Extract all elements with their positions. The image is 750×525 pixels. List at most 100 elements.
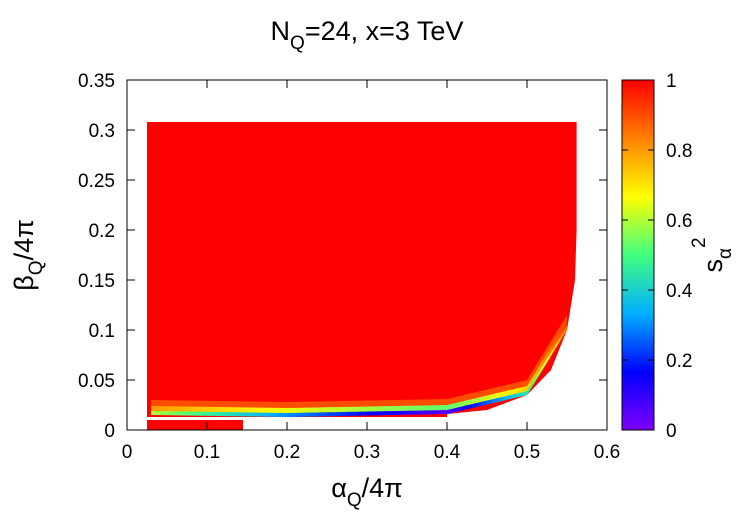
- heatmap-band-cell: [554, 336, 557, 347]
- heatmap-band-cell: [507, 383, 512, 391]
- x-axis: 0 0.1 0.2 0.3 0.4 0.5 0.6: [122, 80, 620, 463]
- heatmap-band-cell: [193, 405, 202, 412]
- x-tick-label: 0: [122, 442, 133, 463]
- heatmap-band-cell: [487, 388, 492, 396]
- heatmap-band-cell: [417, 404, 427, 411]
- heatmap-band-cell: [564, 320, 567, 331]
- heatmap-band-cell: [542, 356, 545, 367]
- heatmap-band-cell: [559, 323, 562, 334]
- heatmap-band-cell: [549, 344, 552, 355]
- heatmap-band-cell: [185, 400, 194, 407]
- heatmap-band-cell: [542, 351, 545, 362]
- x-tick-label: 0.1: [194, 442, 220, 463]
- heatmap-band-cell: [287, 406, 297, 413]
- heatmap-band-cell: [337, 405, 347, 413]
- heatmap-band-cell: [539, 360, 542, 371]
- colorbar-tick-label: 1: [666, 71, 677, 92]
- chart-title: NQ=24, x=3 TeV: [271, 16, 464, 54]
- heatmap-band-cell: [270, 406, 279, 413]
- heatmap-band-cell: [532, 367, 535, 378]
- y-tick-label: 0.2: [89, 221, 115, 242]
- heatmap-band-cell: [367, 400, 377, 407]
- y-tick-label: 0.15: [78, 271, 115, 292]
- heatmap-band-cell: [457, 395, 462, 403]
- heatmap-band-cell: [427, 399, 437, 406]
- heatmap-band-cell: [317, 401, 327, 408]
- heatmap-band-cell: [210, 405, 219, 412]
- heatmap-band-cell: [477, 390, 482, 398]
- heatmap-band-cell: [219, 406, 228, 413]
- heatmap-band-cell: [437, 399, 447, 406]
- heatmap-band-cell: [219, 401, 228, 408]
- heatmap-band-cell: [307, 406, 317, 413]
- y-tick-label: 0.35: [78, 71, 115, 92]
- heatmap-band-cell: [347, 400, 357, 407]
- heatmap-band-cell: [552, 340, 555, 351]
- heatmap-band-cell: [253, 406, 262, 413]
- colorbar-tick-label: 0.4: [666, 281, 693, 302]
- heatmap-band-cell: [387, 399, 397, 407]
- heatmap-band-cell: [554, 331, 557, 342]
- heatmap-band-cell: [544, 347, 547, 358]
- colorbar-tick-label: 0.8: [666, 141, 692, 162]
- heatmap-band-cell: [278, 406, 287, 413]
- heatmap-band-cell: [427, 404, 437, 411]
- heatmap-band-cell: [462, 394, 467, 402]
- heatmap-band-cell: [552, 335, 555, 346]
- heatmap-band-cell: [447, 397, 452, 405]
- heatmap-band-cell: [261, 406, 270, 413]
- heatmap-band-cell: [534, 363, 537, 374]
- heatmap-band-cell: [377, 400, 387, 407]
- heatmap-band-cell: [517, 381, 522, 389]
- heatmap-band-cell: [482, 389, 487, 397]
- heatmap-band-cell: [502, 384, 507, 392]
- heatmap-band-cell: [537, 364, 540, 375]
- heatmap-band-cell: [532, 372, 535, 383]
- heatmap-band-cell: [564, 315, 567, 326]
- x-tick-label: 0.2: [274, 442, 300, 463]
- heatmap-band-cell: [159, 400, 168, 407]
- heatmap-band-cell: [270, 401, 279, 408]
- heatmap-band-cell: [397, 399, 407, 406]
- heatmap-band-cell: [407, 404, 417, 411]
- heatmap-band-cell: [472, 391, 477, 400]
- heatmap-band-cell: [377, 405, 387, 412]
- heatmap-band-cell: [193, 400, 202, 407]
- heatmap-band-cell: [527, 375, 530, 386]
- heatmap-band-cell: [253, 401, 262, 408]
- heatmap-band-cell: [151, 400, 160, 407]
- heatmap-band-cell: [562, 319, 565, 330]
- heatmap-band-cell: [236, 406, 245, 413]
- heatmap-band-cell: [529, 371, 532, 382]
- heatmap-band-cell: [307, 401, 317, 408]
- heatmap-band-cell: [534, 368, 537, 379]
- heatmap-band-cell: [537, 359, 540, 370]
- y-tick-label: 0.25: [78, 171, 115, 192]
- colorbar: [621, 79, 655, 431]
- heatmap-band-cell: [327, 406, 337, 413]
- heatmap-band-cell: [417, 399, 427, 406]
- heatmap-band-cell: [168, 405, 177, 412]
- heatmap-band-cell: [327, 401, 337, 408]
- heatmap-band-cell: [437, 404, 447, 411]
- heatmap-band-cell: [547, 348, 550, 359]
- x-tick-label: 0.6: [594, 442, 620, 463]
- heatmap-band-cell: [492, 387, 497, 395]
- heatmap-band-cell: [559, 328, 562, 339]
- heatmap-region: [147, 122, 577, 430]
- heatmap-band-cell: [539, 355, 542, 366]
- heatmap-band-cell: [347, 405, 357, 412]
- heatmap-band-cell: [562, 324, 565, 335]
- heatmap-band-cell: [176, 405, 185, 412]
- heatmap-band-cell: [512, 382, 517, 390]
- heatmap-lower-band: [147, 420, 243, 430]
- heatmap-band-cell: [168, 400, 177, 407]
- heatmap-band-cell: [317, 406, 327, 413]
- heatmap-band-cell: [227, 406, 236, 413]
- y-tick-label: 0: [104, 421, 115, 442]
- heatmap-band-cell: [544, 352, 547, 363]
- heatmap-band-cell: [297, 406, 307, 413]
- heatmap-band-cell: [278, 401, 287, 408]
- heatmap-band-cell: [210, 400, 219, 407]
